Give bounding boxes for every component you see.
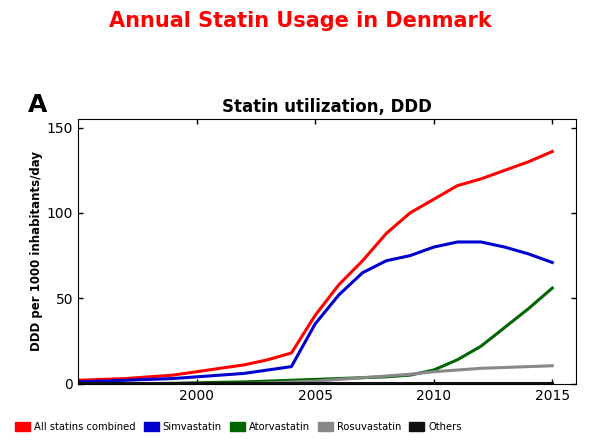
Y-axis label: DDD per 1000 inhabitants/day: DDD per 1000 inhabitants/day — [29, 151, 43, 351]
Title: Statin utilization, DDD: Statin utilization, DDD — [222, 98, 432, 116]
Legend: All statins combined, Simvastatin, Atorvastatin, Rosuvastatin, Others: All statins combined, Simvastatin, Atorv… — [11, 418, 466, 436]
Text: A: A — [28, 93, 47, 116]
Text: Annual Statin Usage in Denmark: Annual Statin Usage in Denmark — [109, 11, 491, 31]
